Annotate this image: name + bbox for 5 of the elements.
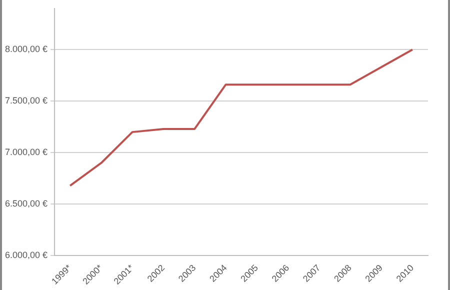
y-tick-label: 6.000,00 € [4, 250, 48, 260]
y-tick-label: 6.500,00 € [4, 198, 48, 209]
y-tick-label: 7.500,00 € [4, 96, 48, 106]
y-tick-label: 8.000,00 € [4, 44, 48, 54]
y-tick-label: 7.000,00 € [4, 147, 48, 158]
